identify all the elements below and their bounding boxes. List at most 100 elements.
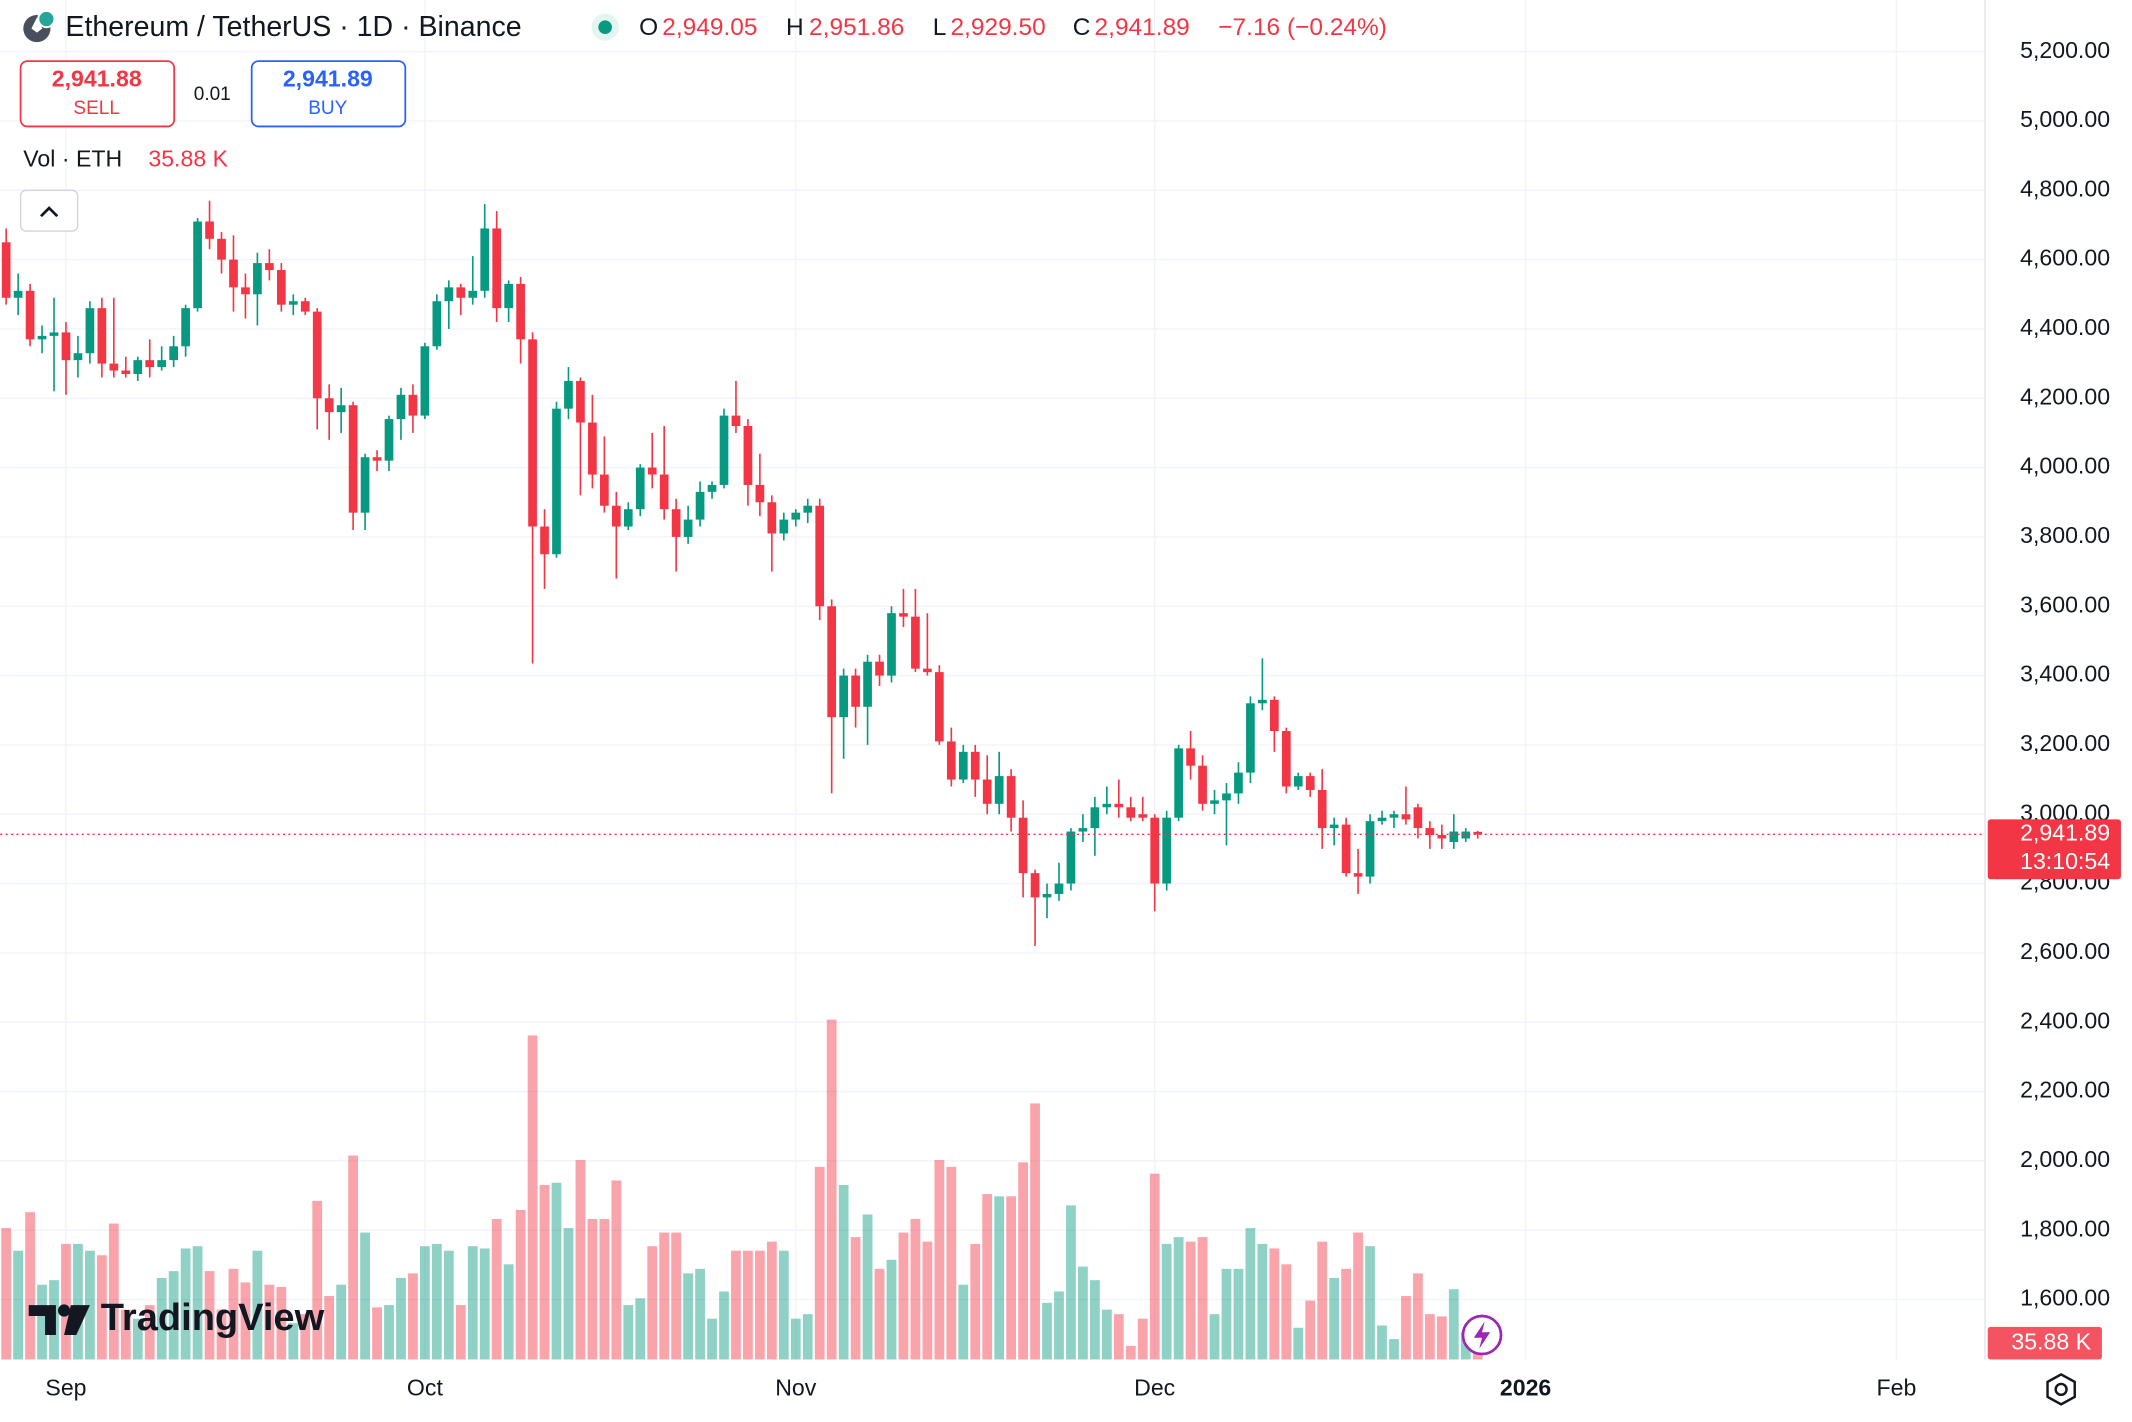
y-tick-label: 2,000.00 [2020,1146,2110,1172]
candle-body [25,290,35,340]
candle-body [384,419,394,461]
settings-button[interactable] [2046,1373,2076,1406]
volume-bar [216,1309,227,1360]
volume-bar [1042,1302,1052,1360]
volume-bar [838,1185,849,1360]
x-tick-label: Feb [1877,1374,1917,1400]
volume-bar [563,1228,574,1360]
candle-body [719,415,729,485]
volume-bar [1377,1325,1387,1360]
y-tick-label: 5,200.00 [2020,37,2110,63]
candle-body [1389,814,1399,818]
candle-body [1246,703,1255,773]
volume-bar [1185,1241,1196,1360]
exchange-icon [37,9,56,29]
sell-button[interactable] [19,60,176,128]
sell-label: SELL [73,98,120,119]
candle-body [181,308,190,347]
flash-button[interactable] [1461,1314,1503,1356]
candle-body [312,311,322,399]
candle-body [1365,821,1375,877]
volume-bar [1078,1266,1088,1360]
volume-bar [1030,1103,1040,1360]
volume-bar [683,1273,694,1360]
volume-bar [1054,1291,1064,1360]
volume-bar [120,1309,131,1360]
candle-body [276,270,286,305]
low-value: 2,929.50 [950,14,1045,41]
volume-bar [1341,1268,1352,1360]
volume-bar [1448,1289,1459,1360]
candle-body [1030,873,1040,898]
candle-body [899,613,908,617]
y-tick-label: 2,600.00 [2020,938,2110,964]
candle-body [863,661,872,707]
volume-bar [204,1271,215,1360]
high-label: H [786,14,804,41]
volume-bar [1066,1205,1076,1360]
candle-body [695,491,705,520]
market-status-dot [598,20,612,34]
volume-bar [790,1318,801,1360]
candle-body [1090,807,1100,829]
volume-bar [695,1268,705,1360]
volume-bar [61,1243,71,1360]
candle-body [372,457,382,461]
volume-bar [647,1246,658,1360]
volume-bar [1293,1327,1304,1360]
y-tick-label: 4,000.00 [2020,453,2110,479]
volume-bar [922,1241,933,1360]
volume-bar [228,1268,239,1360]
volume-bar [467,1246,478,1360]
candle-body [97,308,107,364]
brand-mark-seven [28,1305,56,1335]
candle-body [875,661,884,676]
collapse-button[interactable] [19,189,79,232]
volume-legend-label: Vol · ETH [23,146,122,172]
volume-bar [180,1248,191,1360]
y-tick-label: 4,600.00 [2020,245,2110,271]
candle-body [205,221,214,239]
last-volume-tag [1987,1326,2102,1360]
symbol-title[interactable]: Ethereum / TetherUS · 1D · Binance [65,11,521,43]
bar-countdown: 13:10:54 [2020,848,2110,874]
candle-body [1258,699,1267,704]
volume-bar [1401,1296,1411,1360]
buy-button[interactable] [250,60,407,128]
settings-icon[interactable] [2046,1373,2076,1406]
volume-bar [360,1232,370,1360]
volume-bar [850,1237,861,1360]
volume-bar [898,1232,909,1360]
candle-body [1269,699,1279,732]
candle-body [755,484,765,503]
header: Ethereum / TetherUS · 1D · Binance O 2,9… [19,9,1387,232]
volume-bar [754,1250,765,1360]
volume-bar [73,1243,83,1360]
volume-bar [1113,1314,1124,1360]
sell-price: 2,941.88 [52,65,142,91]
y-tick-label: 2,200.00 [2020,1077,2110,1103]
candle-body [994,776,1004,804]
volume-bar [1281,1264,1292,1360]
volume-bar [455,1305,466,1360]
candle-body [1006,776,1016,818]
y-tick-label: 1,800.00 [2020,1215,2110,1241]
candle-body [623,509,633,527]
candle-body [253,263,262,295]
candle-body [743,426,753,485]
volume-bar [348,1155,359,1360]
candle-body [193,221,202,309]
plot-area [0,0,1985,1360]
volume-bar [168,1271,179,1360]
candle-body [1042,893,1052,898]
volume-bar [300,1314,311,1360]
candle-body [300,301,310,312]
candle-body [1401,814,1411,820]
candle-body [851,675,860,707]
candle-body [600,474,609,506]
candle-body [815,505,825,607]
volume-bar [599,1218,610,1360]
candle-body [1222,793,1231,801]
